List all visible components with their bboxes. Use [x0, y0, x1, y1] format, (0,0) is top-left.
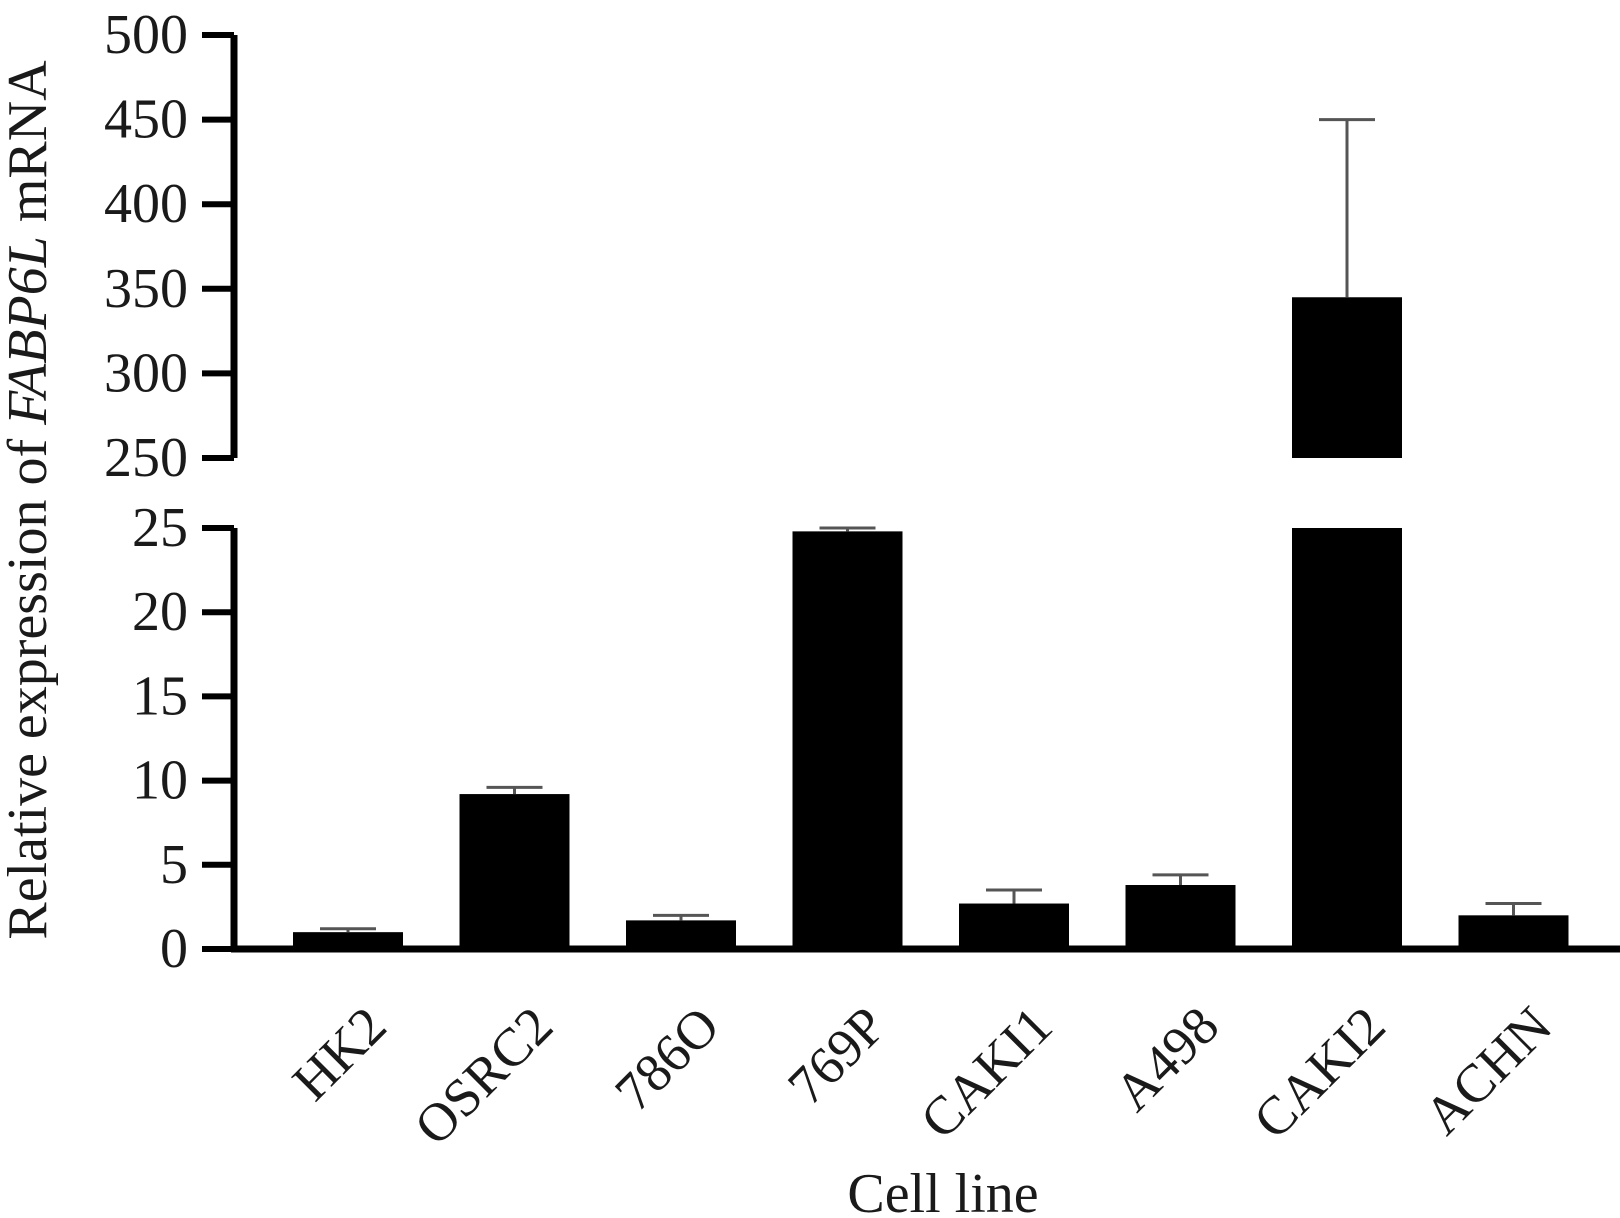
x-tick-label-A498: A498 [1103, 995, 1230, 1122]
y-upper-tick-label-350: 350 [104, 258, 188, 320]
bar-A498 [1125, 885, 1236, 949]
error-bars [320, 118, 1542, 933]
bar-786O [626, 920, 736, 949]
y-upper-tick-label-300: 300 [104, 342, 188, 404]
bar-CAKI1 [959, 903, 1069, 949]
bar-CAKI2-lower [1292, 528, 1402, 949]
x-tick-label-786O: 786O [603, 995, 730, 1122]
y-axis-title-part-0: Relative expression of [0, 425, 59, 940]
y-lower-tick-label-10: 10 [132, 750, 188, 812]
bar-ACHN [1458, 915, 1569, 949]
bar-OSRC2 [459, 794, 570, 949]
x-axis-title: Cell line [847, 1163, 1038, 1213]
x-tick-label-HK2: HK2 [281, 995, 398, 1112]
y-lower-tick-label-20: 20 [132, 581, 188, 643]
y-lower-tick-label-5: 5 [160, 834, 188, 896]
y-axis-title-part-1: FABP6L [0, 236, 59, 426]
x-tick-label-CAKI1: CAKI1 [909, 995, 1064, 1150]
x-tick-label-ACHN: ACHN [1413, 995, 1564, 1146]
bar-HK2 [293, 932, 403, 949]
y-lower-tick-label-25: 25 [132, 497, 188, 559]
bars [293, 297, 1569, 949]
x-tick-label-CAKI2: CAKI2 [1242, 995, 1397, 1150]
y-axis-title: Relative expression of FABP6L mRNA [0, 60, 59, 940]
y-upper-tick-label-500: 500 [104, 4, 188, 66]
x-tick-label-769P: 769P [776, 995, 897, 1116]
y-upper-tick-label-250: 250 [104, 427, 188, 489]
y-lower-tick-label-0: 0 [160, 918, 188, 980]
axes [202, 32, 1620, 953]
bar-CAKI2-upper [1292, 297, 1402, 458]
y-axis-title-part-2: mRNA [0, 60, 59, 236]
bar-769P [792, 531, 903, 949]
y-upper-tick-label-450: 450 [104, 89, 188, 151]
x-tick-label-OSRC2: OSRC2 [403, 995, 564, 1156]
y-upper-tick-label-400: 400 [104, 173, 188, 235]
y-lower-tick-label-15: 15 [132, 665, 188, 727]
